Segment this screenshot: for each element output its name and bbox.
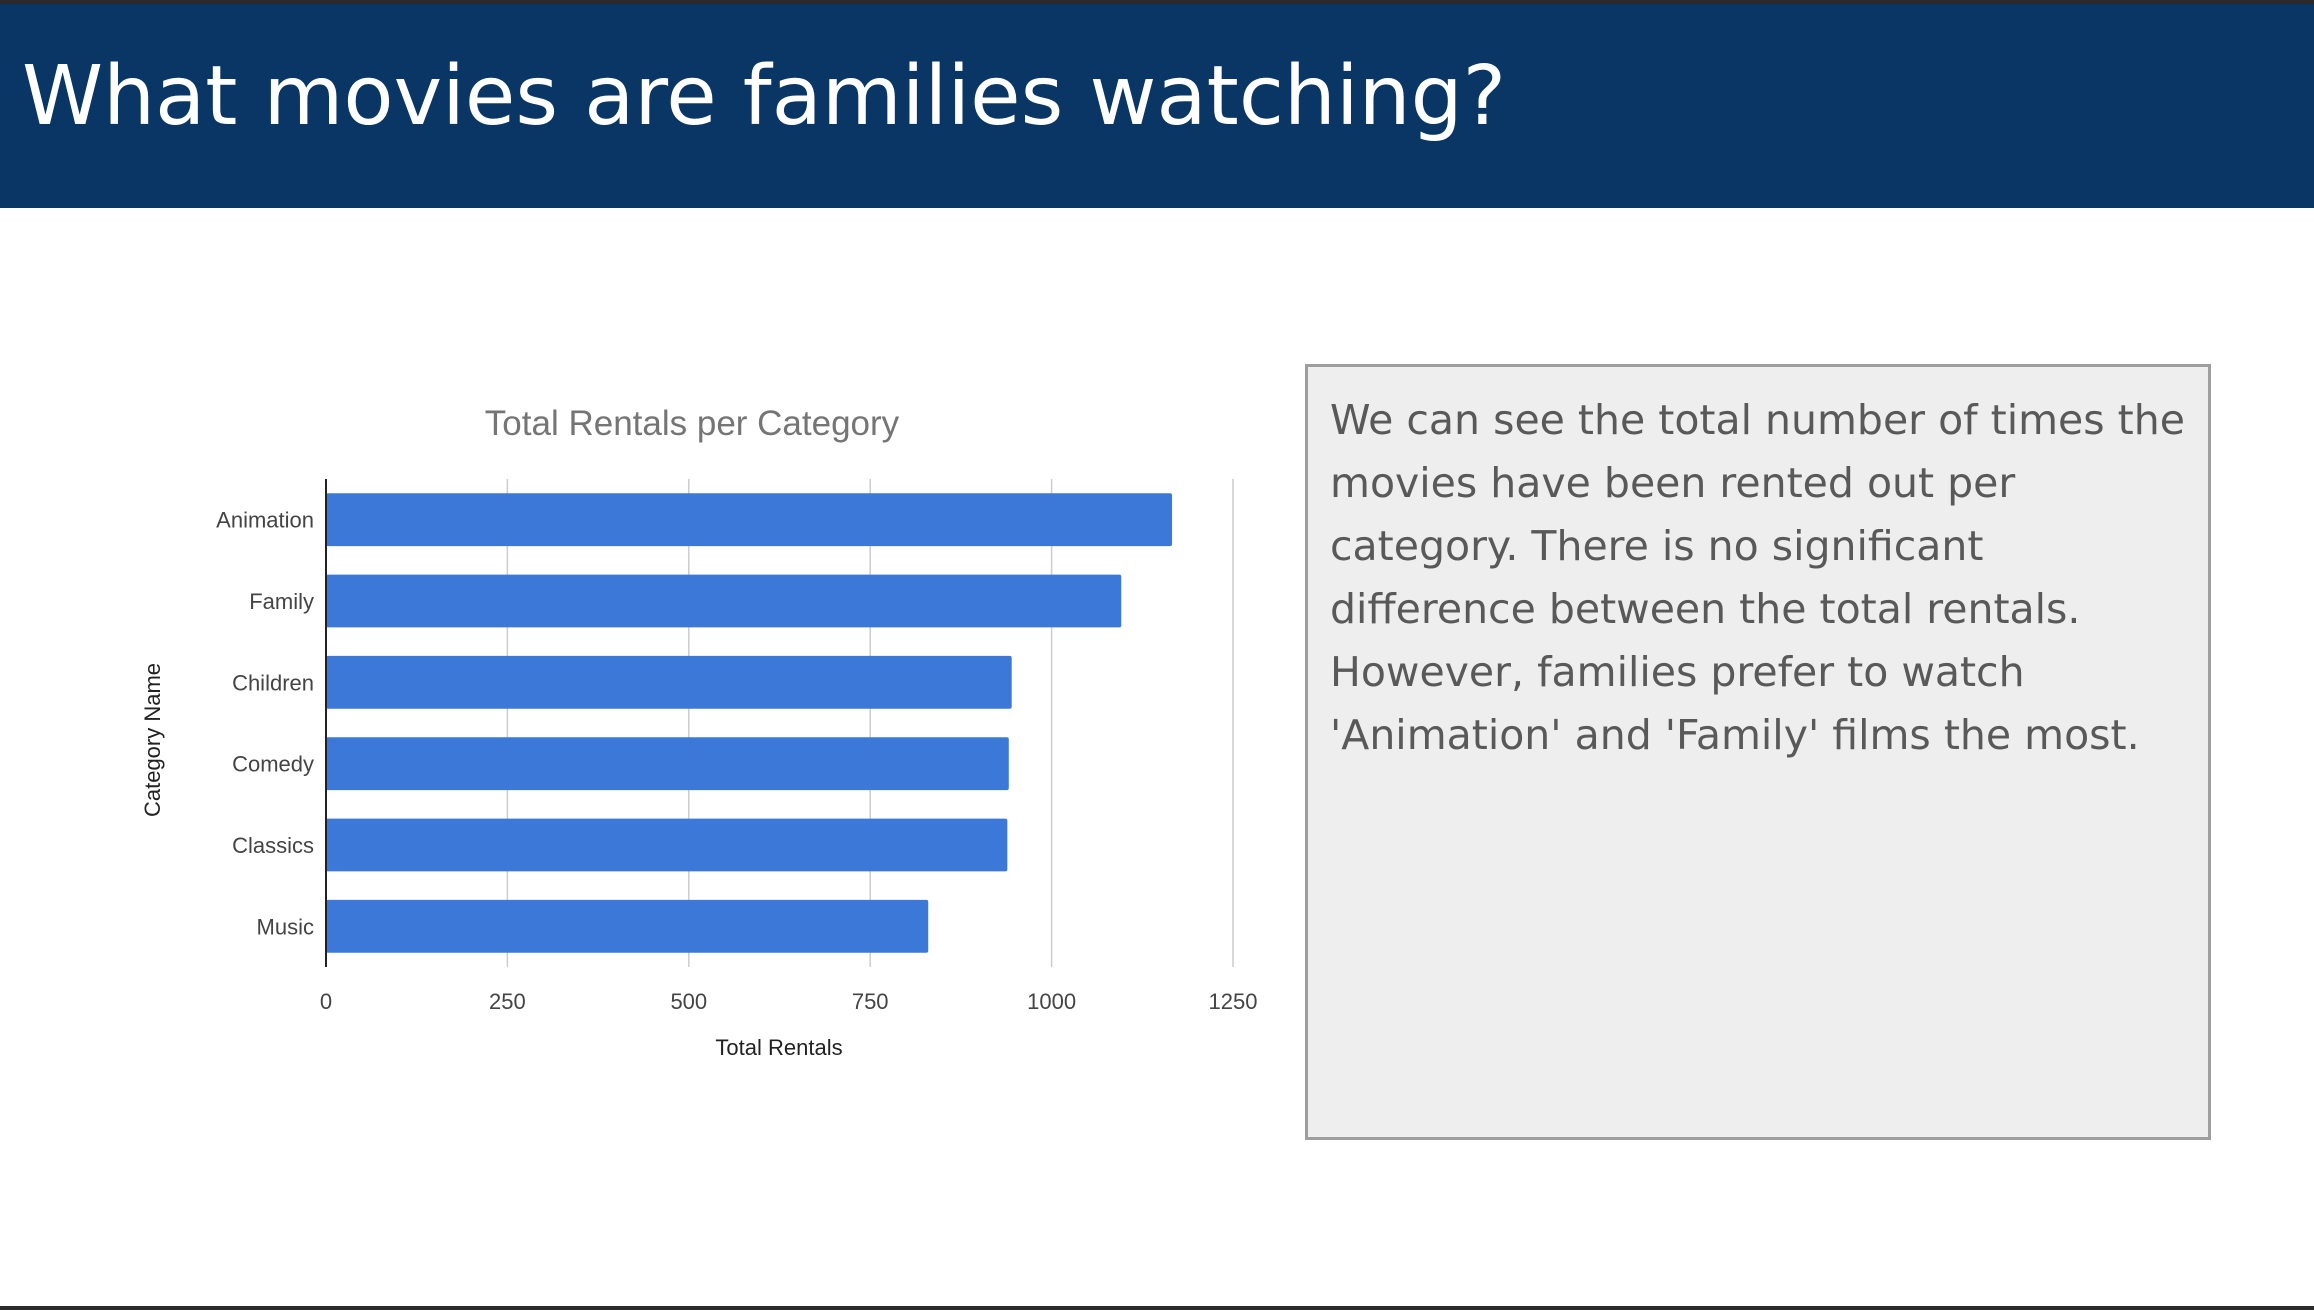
top-border	[0, 0, 2314, 4]
chart-tick-labels: 0 250 500 750 1000 1250	[320, 989, 1258, 1014]
bar-family	[326, 574, 1122, 628]
description-box: We can see the total number of times the…	[1305, 364, 2211, 1140]
description-text: We can see the total number of times the…	[1330, 396, 2185, 759]
bar-music	[326, 899, 929, 953]
slide-title: What movies are families watching?	[22, 49, 1507, 144]
x-axis-label: Total Rentals	[715, 1035, 842, 1060]
x-tick-label: 1250	[1209, 989, 1258, 1014]
category-label: Comedy	[232, 752, 314, 777]
category-label: Music	[257, 914, 314, 939]
slide-header: What movies are families watching?	[0, 4, 2314, 208]
bar-children	[326, 655, 1012, 709]
y-axis-label: Category Name	[140, 663, 165, 817]
x-tick-label: 1000	[1027, 989, 1076, 1014]
chart-category-labels: Animation Family Children Comedy Classics Mus…	[216, 508, 314, 940]
bar-animation	[326, 493, 1173, 547]
x-tick-label: 500	[670, 989, 707, 1014]
bar-comedy	[326, 737, 1009, 791]
category-label: Animation	[216, 508, 314, 533]
bar-classics	[326, 818, 1008, 872]
x-tick-label: 0	[320, 989, 332, 1014]
bottom-border	[0, 1306, 2314, 1310]
category-label: Family	[249, 589, 314, 614]
x-tick-label: 750	[852, 989, 889, 1014]
category-label: Classics	[232, 833, 314, 858]
x-tick-label: 250	[489, 989, 526, 1014]
bar-chart: Total Rentals per Category Animation Fami…	[140, 404, 1258, 1060]
category-label: Children	[232, 670, 314, 695]
chart-gridlines	[506, 479, 1234, 967]
chart-title: Total Rentals per Category	[485, 404, 900, 443]
chart-bars	[326, 493, 1173, 953]
